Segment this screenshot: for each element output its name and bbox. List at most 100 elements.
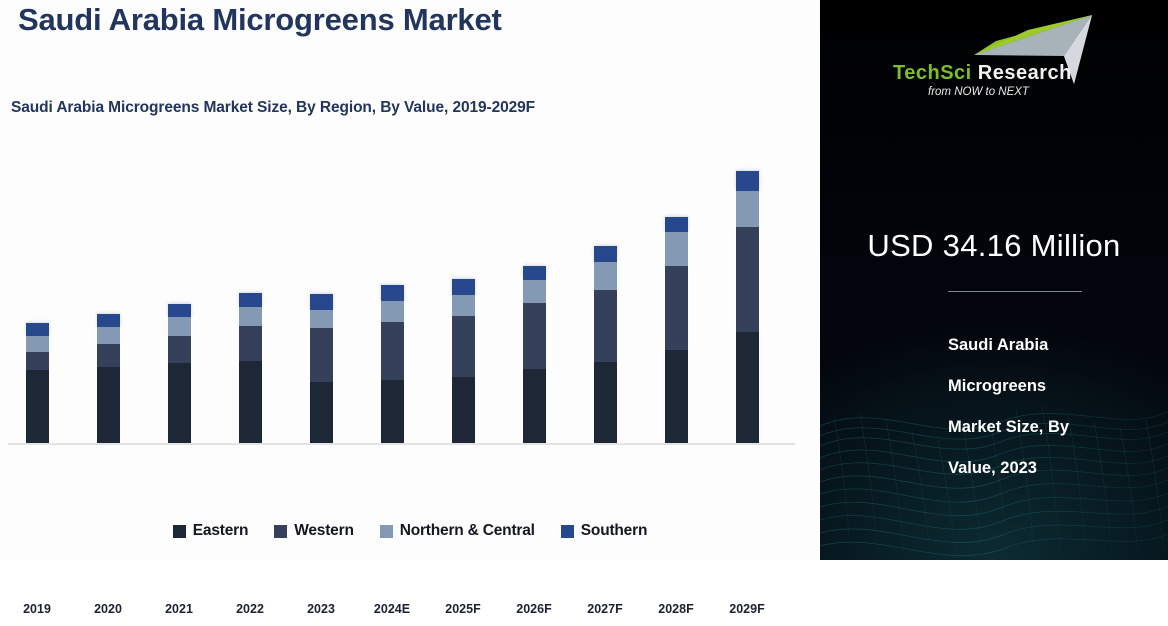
bar-segment-western [735, 226, 759, 332]
caption-line-1: Saudi Arabia [948, 336, 1049, 354]
bar-segment-eastern [25, 369, 49, 443]
bar-segment-northern-central [735, 191, 759, 227]
bar-segment-eastern [593, 361, 617, 443]
stat-panel: TechSci Research from NOW to NEXT USD 34… [820, 0, 1168, 560]
bar-2025F[interactable] [451, 278, 475, 443]
chart-legend: Eastern Western Northern & Central Southern [0, 522, 820, 540]
legend-swatch-icon [274, 524, 288, 538]
bar-segment-eastern [522, 369, 546, 443]
bar-segment-eastern [451, 377, 475, 443]
bar-2019[interactable] [25, 323, 49, 443]
bar-segment-western [593, 290, 617, 362]
legend-item-southern[interactable]: Southern [560, 522, 648, 540]
bar-segment-southern [380, 285, 404, 302]
legend-label: Northern & Central [399, 522, 535, 539]
bar-segment-northern-central [593, 261, 617, 291]
caption-line-2: Microgreens [948, 377, 1047, 395]
bar-segment-western [522, 303, 546, 370]
bar-segment-western [380, 321, 404, 381]
chart-panel: Saudi Arabia Microgreens Market Saudi Ar… [0, 2, 820, 616]
bar-2020[interactable] [96, 313, 120, 443]
bar-segment-northern-central [25, 336, 49, 353]
x-tick-2027F: 2027F [587, 602, 623, 616]
x-tick-2025F: 2025F [445, 602, 481, 616]
legend-label: Eastern [192, 522, 249, 539]
techsci-logo: TechSci Research from NOW to NEXT [820, 10, 1168, 110]
bar-2029F[interactable] [735, 170, 759, 443]
stat-value: USD 34.16 Million [867, 228, 1121, 263]
legend-item-western[interactable]: Western [274, 522, 354, 540]
legend-item-northern-central[interactable]: Northern & Central [379, 522, 535, 540]
bar-segment-eastern [309, 382, 333, 443]
page-title: Saudi Arabia Microgreens Market [18, 2, 502, 37]
bar-2027F[interactable] [593, 245, 617, 443]
x-tick-2023: 2023 [307, 602, 335, 616]
bar-segment-southern [309, 293, 333, 311]
chart-subtitle: Saudi Arabia Microgreens Market Size, By… [11, 99, 536, 116]
chart-plot-area [0, 150, 800, 443]
stacked-bar-chart: 2019 2020 2021 2022 2023 2024E 2025F 2026F 2027F… [0, 150, 820, 616]
caption-line-3: Market Size, By [948, 418, 1070, 436]
bar-segment-western [309, 328, 333, 383]
x-tick-2020: 2020 [94, 602, 122, 616]
legend-item-eastern[interactable]: Eastern [172, 522, 249, 540]
bar-2022[interactable] [238, 292, 262, 443]
legend-label: Western [294, 522, 354, 539]
bar-segment-western [238, 326, 262, 361]
bar-segment-northern-central [238, 306, 262, 327]
bar-segment-southern [238, 292, 262, 307]
x-tick-2024E: 2024E [373, 602, 411, 616]
x-tick-2026F: 2026F [516, 602, 552, 616]
bar-segment-western [96, 344, 120, 367]
bar-segment-western [664, 265, 688, 350]
bar-segment-southern [664, 216, 688, 233]
logo-wordmark: TechSci Research [893, 62, 1072, 85]
x-tick-2029F: 2029F [729, 602, 765, 616]
x-axis-line [8, 443, 795, 445]
bar-2021[interactable] [167, 304, 191, 443]
bar-segment-eastern [664, 349, 688, 443]
x-tick-2028F: 2028F [658, 602, 694, 616]
x-axis-tick-labels: 2019 2020 2021 2022 2023 2024E 2025F 2026F 2027F… [0, 602, 800, 626]
bar-segment-southern [451, 278, 475, 295]
bar-segment-southern [25, 323, 49, 337]
caption-line-4: Value, 2023 [948, 459, 1037, 477]
bar-2026F[interactable] [522, 265, 546, 443]
logo-arrow-icon [974, 15, 1092, 84]
x-tick-2021: 2021 [165, 602, 193, 616]
wave-mesh-decoration [820, 405, 1168, 557]
stat-divider [948, 291, 1082, 292]
bar-segment-eastern [735, 331, 759, 443]
bar-segment-northern-central [309, 310, 333, 329]
legend-swatch-icon [560, 524, 574, 538]
bar-segment-southern [593, 245, 617, 262]
bar-2028F[interactable] [664, 216, 688, 443]
bar-segment-eastern [96, 366, 120, 443]
bar-2023[interactable] [309, 293, 333, 443]
bar-segment-southern [167, 304, 191, 318]
x-tick-2019: 2019 [23, 602, 51, 616]
bar-segment-northern-central [167, 317, 191, 336]
bar-segment-eastern [238, 360, 262, 443]
panel-background [820, 0, 1168, 560]
bar-segment-eastern [380, 380, 404, 443]
legend-swatch-icon [379, 524, 393, 538]
bar-segment-southern [735, 170, 759, 192]
bar-segment-western [167, 335, 191, 364]
bar-segment-eastern [167, 363, 191, 443]
legend-swatch-icon [172, 524, 186, 538]
logo-research-text: Research [971, 62, 1072, 84]
x-tick-2022: 2022 [236, 602, 264, 616]
stat-caption: Saudi Arabia Microgreens Market Size, By Va… [948, 325, 1158, 489]
bar-segment-southern [96, 313, 120, 327]
bar-segment-southern [522, 265, 546, 280]
bar-segment-western [25, 352, 49, 370]
bar-segment-northern-central [380, 301, 404, 322]
logo-techsci-text: TechSci [893, 62, 972, 84]
bar-2024E[interactable] [380, 285, 404, 443]
legend-label: Southern [580, 522, 648, 539]
bar-segment-northern-central [451, 294, 475, 317]
bar-segment-northern-central [664, 232, 688, 266]
bar-segment-northern-central [522, 279, 546, 304]
